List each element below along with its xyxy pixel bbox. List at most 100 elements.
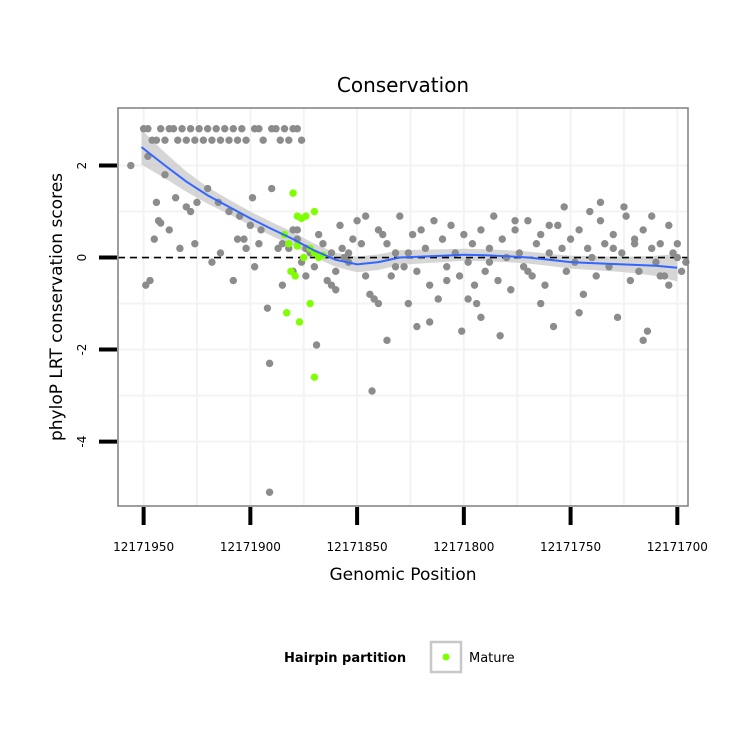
data-point (677, 267, 686, 276)
data-point (156, 219, 165, 227)
legend: Hairpin partition Mature (284, 640, 515, 674)
data-point (438, 235, 447, 243)
data-point (620, 203, 628, 211)
data-point (536, 230, 545, 239)
legend-key-box (429, 640, 463, 674)
data-point (240, 235, 248, 243)
data-point (255, 125, 263, 133)
data-point (618, 249, 626, 257)
data-point (560, 203, 568, 211)
data-point (421, 244, 430, 253)
points-layer (127, 125, 690, 496)
data-point (152, 198, 161, 207)
data-point (673, 240, 682, 248)
data-point (368, 387, 376, 395)
data-point (425, 281, 434, 289)
data-point (511, 226, 519, 234)
y-axis-label: phyloP LRT conservation scores (47, 173, 67, 441)
data-point (468, 240, 477, 248)
data-point (250, 263, 259, 271)
x-tick-label: 12171800 (433, 540, 494, 554)
data-point (255, 240, 263, 248)
mature-point (293, 242, 302, 250)
data-point (238, 125, 246, 133)
data-point (203, 184, 212, 193)
legend-mature-marker (442, 653, 450, 661)
data-point (413, 267, 421, 276)
data-point (583, 244, 592, 253)
chart-title: Conservation (337, 73, 469, 97)
data-point (191, 136, 199, 144)
data-point (413, 322, 421, 331)
data-point (276, 136, 284, 144)
data-point (203, 125, 212, 133)
data-point (216, 136, 225, 144)
data-point (383, 336, 391, 345)
data-point (144, 125, 152, 133)
data-point (361, 212, 370, 220)
data-point (648, 212, 656, 220)
x-tick-label: 12171750 (540, 540, 601, 554)
data-point (246, 221, 255, 230)
data-point (319, 240, 327, 248)
data-point (541, 281, 549, 289)
mature-point (306, 299, 314, 308)
mature-point (300, 253, 308, 262)
data-point (297, 136, 306, 144)
data-point (496, 332, 504, 340)
data-point (186, 207, 195, 216)
data-point (233, 235, 242, 243)
data-point (545, 221, 553, 230)
data-point (648, 244, 656, 253)
data-point (233, 136, 242, 144)
data-point (361, 272, 370, 280)
data-point (490, 212, 498, 220)
data-point (575, 309, 583, 317)
data-point (150, 235, 158, 243)
data-point (314, 230, 323, 239)
data-point (278, 281, 287, 289)
data-point (332, 286, 340, 294)
data-point (357, 240, 366, 248)
data-point (673, 253, 682, 262)
data-point (242, 244, 250, 253)
data-point (596, 198, 605, 207)
data-point (257, 226, 265, 234)
data-point (613, 313, 622, 322)
data-point (265, 359, 274, 368)
mature-point (282, 309, 291, 317)
data-point (327, 249, 336, 257)
mature-point (289, 189, 297, 197)
data-point (400, 263, 408, 271)
data-point (280, 125, 289, 133)
data-point (524, 267, 532, 276)
data-point (622, 212, 630, 220)
x-tick-label: 12171700 (647, 540, 708, 554)
data-point (425, 318, 434, 326)
data-point (127, 161, 135, 170)
data-point (310, 263, 319, 271)
data-point (383, 240, 391, 248)
data-point (391, 249, 400, 257)
data-point (566, 235, 575, 243)
data-point (515, 249, 524, 257)
data-point (221, 125, 229, 133)
data-point (609, 230, 617, 239)
data-point (601, 240, 609, 248)
data-point (387, 272, 395, 280)
y-axis: 2 0 -2 -4 (75, 162, 117, 448)
data-point (265, 488, 274, 496)
data-point (229, 125, 237, 133)
data-point (549, 322, 558, 331)
data-point (208, 258, 216, 266)
data-point (630, 240, 639, 248)
data-point (263, 304, 272, 312)
data-point (171, 194, 180, 202)
data-point (404, 249, 413, 257)
data-point (481, 267, 489, 276)
data-point (338, 244, 346, 253)
data-point (229, 276, 237, 285)
data-point (665, 281, 673, 289)
plot-background (118, 108, 688, 506)
